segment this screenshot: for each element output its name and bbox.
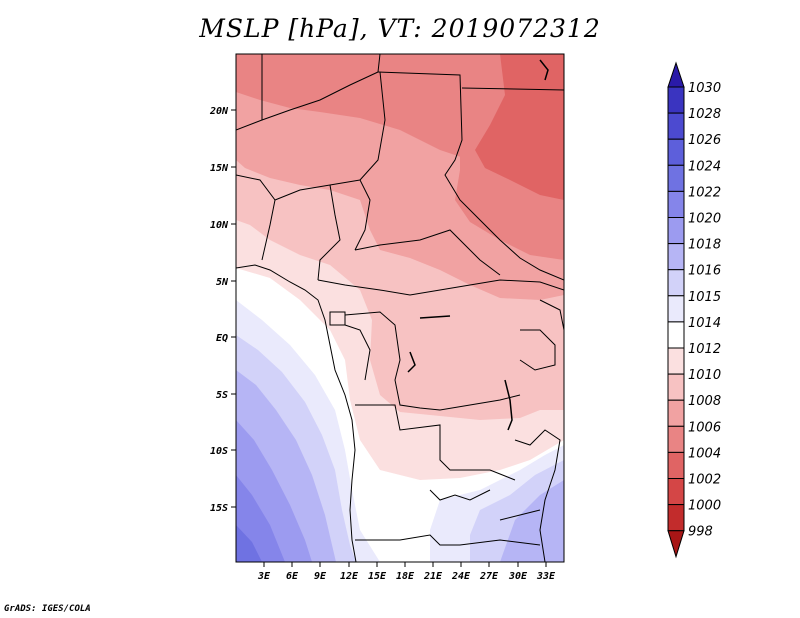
lon-label: 6E <box>286 571 299 582</box>
longitude-labels: 3E 6E 9E 12E 15E 18E 21E 24E 27E 30E 33E <box>257 571 556 582</box>
colorbar-label: 1000 <box>688 499 721 514</box>
lon-label: 27E <box>479 571 499 582</box>
lat-label: 5N <box>216 277 229 288</box>
colorbar-swatch <box>667 243 685 271</box>
pressure-field <box>236 54 564 562</box>
band-1022-1024 <box>236 525 262 562</box>
band-1002-1004 <box>475 54 564 200</box>
colorbar-label: 1008 <box>688 394 721 409</box>
colorbar-label: 1014 <box>688 316 721 331</box>
lon-label: 12E <box>340 571 359 582</box>
lon-label: 9E <box>314 571 327 582</box>
colorbar-swatch <box>667 190 685 218</box>
colorbar-swatch <box>667 399 685 427</box>
lat-label: EQ <box>216 333 228 344</box>
colorbar-label: 1018 <box>688 238 721 253</box>
coastline <box>236 264 357 562</box>
colorbar-swatch <box>667 425 685 453</box>
colorbar-label: 1002 <box>688 473 721 488</box>
colorbar-swatch <box>667 347 685 375</box>
colorbar-label: 1030 <box>688 81 721 96</box>
country-borders <box>236 54 564 562</box>
band-1004-1006 <box>236 54 470 160</box>
colorbar-label: 1020 <box>688 212 721 227</box>
lat-label: 15N <box>210 163 229 174</box>
colorbar-top-arrow <box>667 61 685 88</box>
colorbar-swatch <box>667 478 685 506</box>
map-frame <box>235 53 565 563</box>
lon-label: 30E <box>508 571 528 582</box>
colorbar-label: 1015 <box>688 290 721 305</box>
colorbar-swatch <box>667 164 685 192</box>
colorbar-label: 1016 <box>688 264 721 279</box>
lat-label: 10S <box>210 446 228 457</box>
colorbar-label: 1006 <box>688 420 721 435</box>
lat-label: 15S <box>210 503 228 514</box>
lon-label: 3E <box>257 571 271 582</box>
lat-label: 20N <box>209 106 229 117</box>
colorbar-swatch <box>667 321 685 349</box>
colorbar-label: 1024 <box>688 159 721 174</box>
colorbar-swatch <box>667 504 685 532</box>
colorbar-label: 1012 <box>688 342 721 357</box>
colorbar-swatch <box>667 217 685 245</box>
lat-label: 10N <box>210 220 229 231</box>
colorbar-label: 998 <box>688 525 713 540</box>
colorbar: 1030 1028 1026 1024 1022 1020 1018 1016 1015 1014… <box>667 61 721 559</box>
lon-label: 15E <box>368 571 387 582</box>
colorbar-label: 1028 <box>688 107 721 122</box>
lat-label: 5S <box>216 390 228 401</box>
lon-label: 18E <box>396 571 415 582</box>
lon-label: 21E <box>423 571 443 582</box>
lon-label: 33E <box>536 571 556 582</box>
colorbar-swatch <box>667 138 685 166</box>
axis-ticks <box>231 109 547 567</box>
lon-label: 24E <box>451 571 471 582</box>
colorbar-bottom-arrow <box>667 530 685 559</box>
colorbar-label: 1022 <box>688 185 721 200</box>
colorbar-label: 1010 <box>688 368 721 383</box>
colorbar-label: 1004 <box>688 446 721 461</box>
colorbar-swatch <box>667 112 685 140</box>
colorbar-swatch <box>667 295 685 323</box>
grads-credit: GrADS: IGES/COLA <box>4 604 91 614</box>
colorbar-swatch <box>667 373 685 401</box>
colorbar-label: 1026 <box>688 133 721 148</box>
latitude-labels: 20N 15N 10N 5N EQ 5S 10S 15S <box>209 106 229 514</box>
colorbar-swatch <box>667 86 685 114</box>
map-title: MSLP [hPa], VT: 2019072312 <box>199 14 601 43</box>
colorbar-swatch <box>667 451 685 479</box>
colorbar-swatch <box>667 269 685 297</box>
